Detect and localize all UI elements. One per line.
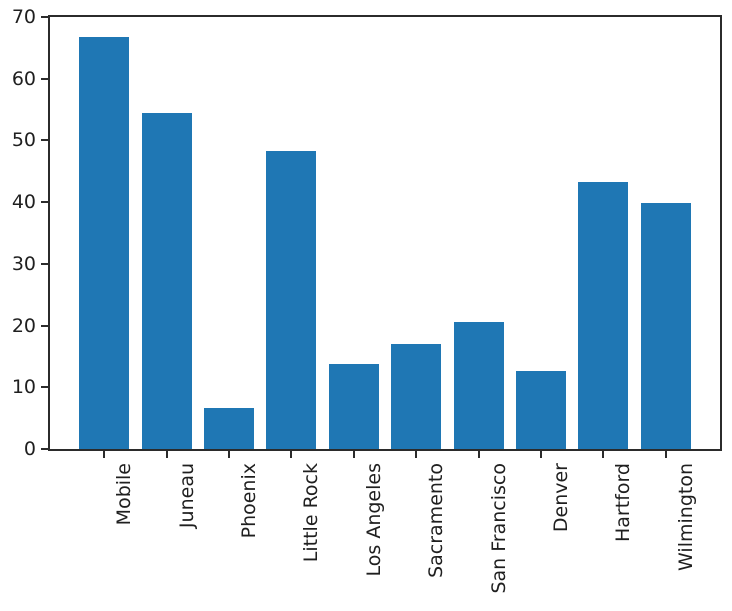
y-tick bbox=[41, 386, 48, 389]
y-tick-label: 70 bbox=[11, 6, 36, 28]
x-tick bbox=[539, 451, 542, 458]
x-tick-label: Denver bbox=[549, 463, 572, 533]
x-tick-label: Sacramento bbox=[425, 463, 448, 578]
y-tick bbox=[41, 16, 48, 18]
x-tick bbox=[477, 451, 480, 458]
bar-denver bbox=[516, 370, 566, 449]
x-tick bbox=[290, 451, 293, 458]
x-tick-label: Little Rock bbox=[300, 463, 323, 563]
bar-juneau bbox=[141, 112, 192, 449]
x-tick bbox=[352, 451, 355, 458]
x-tick bbox=[664, 451, 667, 458]
x-tick-label: Mobile bbox=[113, 463, 136, 526]
y-tick bbox=[41, 139, 48, 142]
x-tick bbox=[228, 451, 231, 458]
bar-los-angeles bbox=[328, 363, 379, 449]
y-tick bbox=[41, 201, 48, 204]
x-tick-label: Juneau bbox=[175, 463, 198, 529]
y-tick-label: 60 bbox=[11, 67, 36, 90]
bar-mobile bbox=[79, 36, 130, 449]
x-tick-label: San Francisco bbox=[487, 463, 510, 594]
y-tick-label: 30 bbox=[11, 252, 36, 275]
y-tick bbox=[41, 77, 48, 80]
y-tick bbox=[41, 324, 48, 327]
bar-phoenix bbox=[204, 407, 254, 449]
bar-wilmington bbox=[640, 202, 691, 449]
y-tick-label: 10 bbox=[11, 376, 36, 399]
bar-san-francisco bbox=[453, 321, 504, 449]
bar-sacramento bbox=[391, 344, 442, 449]
x-tick-label: Hartford bbox=[612, 463, 635, 543]
x-tick bbox=[103, 451, 106, 458]
bar-hartford bbox=[578, 181, 629, 449]
x-tick bbox=[602, 451, 605, 458]
x-tick-label: Wilmington bbox=[674, 463, 697, 571]
y-tick-label: 40 bbox=[11, 191, 36, 214]
x-tick bbox=[415, 451, 418, 458]
x-tick bbox=[165, 451, 168, 458]
y-tick bbox=[41, 448, 48, 450]
y-tick-label: 20 bbox=[11, 314, 36, 337]
y-tick-label: 0 bbox=[23, 438, 36, 460]
x-tick-label: Los Angeles bbox=[362, 463, 385, 577]
plot-area bbox=[48, 15, 722, 451]
bar-little-rock bbox=[266, 150, 317, 449]
x-tick-label: Phoenix bbox=[238, 463, 261, 539]
y-tick-label: 50 bbox=[11, 129, 36, 152]
y-tick bbox=[41, 262, 48, 265]
